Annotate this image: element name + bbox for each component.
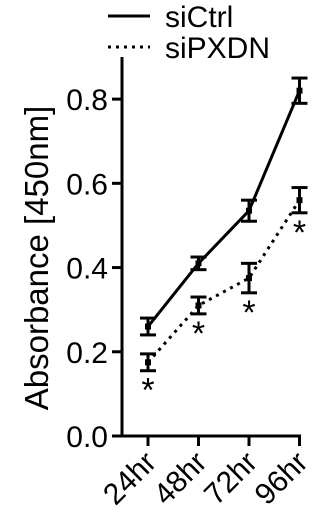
y-tick-label: 0.6 bbox=[66, 168, 108, 201]
y-tick-label: 0.2 bbox=[66, 337, 108, 370]
x-tick-label: 48hr bbox=[148, 446, 214, 512]
data-point bbox=[296, 87, 303, 94]
x-tick-label: 72hr bbox=[198, 446, 264, 512]
data-point bbox=[195, 260, 202, 267]
significance-marker: * bbox=[141, 372, 154, 410]
legend-label: siPXDN bbox=[165, 32, 270, 65]
significance-marker: * bbox=[293, 214, 306, 252]
data-point bbox=[246, 275, 252, 282]
x-tick-label: 96hr bbox=[249, 446, 315, 512]
data-point bbox=[195, 302, 202, 309]
data-point bbox=[145, 359, 151, 366]
significance-marker: * bbox=[192, 315, 205, 353]
significance-marker: * bbox=[242, 294, 255, 332]
series-line-siCtrl bbox=[146, 90, 301, 328]
y-tick-label: 0.0 bbox=[66, 421, 108, 454]
data-point bbox=[246, 207, 252, 214]
y-axis-label: Absorbance [450nm] bbox=[18, 106, 55, 411]
data-point bbox=[145, 323, 151, 330]
y-tick-label: 0.8 bbox=[66, 84, 108, 117]
y-tick-label: 0.4 bbox=[66, 253, 108, 286]
x-tick-label: 24hr bbox=[97, 446, 163, 512]
series-line-siPXDN bbox=[146, 199, 301, 364]
data-point bbox=[296, 197, 303, 204]
legend-label: siCtrl bbox=[165, 1, 233, 34]
plot-area: * * * * bbox=[140, 76, 308, 410]
